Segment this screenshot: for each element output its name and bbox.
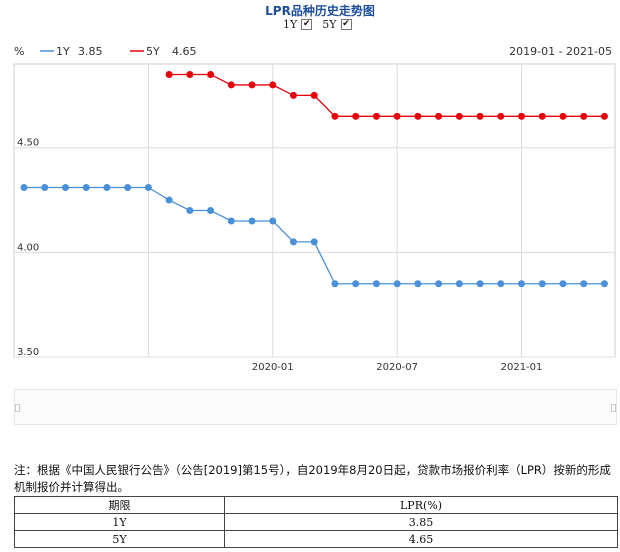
toggle-5y-checkbox[interactable]: ✔: [340, 19, 352, 30]
grid-lines: [14, 64, 615, 358]
table-header-term: 期限: [13, 496, 226, 514]
data-point-1y[interactable]: [269, 217, 277, 225]
data-point-5y[interactable]: [227, 81, 235, 89]
x-tick-label: 2021-01: [501, 362, 543, 373]
data-point-1y[interactable]: [61, 183, 69, 191]
legend-5y-value: 4.65: [172, 45, 197, 58]
data-point-5y[interactable]: [559, 112, 567, 120]
data-point-1y[interactable]: [289, 238, 297, 246]
legend-1y-value: 3.85: [78, 45, 103, 58]
data-point-1y[interactable]: [82, 183, 90, 191]
data-point-5y[interactable]: [248, 81, 256, 89]
data-point-5y[interactable]: [352, 112, 360, 120]
data-point-5y[interactable]: [497, 112, 505, 120]
y-tick-labels: 4.50 4.00 3.50: [17, 138, 39, 358]
chart-title: LPR品种历史走势图: [265, 4, 375, 18]
data-point-5y[interactable]: [289, 91, 297, 99]
data-point-5y[interactable]: [393, 112, 401, 120]
data-point-1y[interactable]: [372, 280, 380, 288]
data-point-5y[interactable]: [518, 112, 526, 120]
series-toggles: 1Y ✔ 5Y ✔: [283, 18, 358, 31]
legend-1y-name: 1Y: [56, 45, 70, 58]
lpr-table: 期限 LPR(%) 1Y 3.85 5Y 4.65: [13, 496, 618, 548]
data-point-5y[interactable]: [414, 112, 422, 120]
plot-area: [13, 63, 616, 358]
data-point-1y[interactable]: [580, 280, 588, 288]
data-point-1y[interactable]: [352, 280, 360, 288]
data-point-1y[interactable]: [476, 280, 484, 288]
footnote: 注：根据《中国人民银行公告》（公告[2019]第15号），自2019年8月20日…: [14, 463, 611, 494]
table-header-lpr: LPR(%): [224, 496, 618, 514]
toggle-5y-label: 5Y: [322, 18, 337, 31]
data-point-5y[interactable]: [580, 112, 588, 120]
data-point-1y[interactable]: [497, 280, 505, 288]
data-point-1y[interactable]: [248, 217, 256, 225]
x-tick-label: 2020-01: [252, 362, 294, 373]
data-point-1y[interactable]: [435, 280, 443, 288]
y-tick-label: 3.50: [17, 347, 39, 358]
series-layer: [20, 70, 608, 288]
range-scrollbar[interactable]: [14, 389, 617, 425]
data-point-1y[interactable]: [41, 183, 49, 191]
data-point-5y[interactable]: [455, 112, 463, 120]
toggle-1y-label: 1Y: [283, 18, 298, 31]
x-tick-labels: 2020-01 2020-07 2021-01: [252, 362, 543, 373]
table-cell-term: 5Y: [13, 530, 226, 548]
data-point-5y[interactable]: [165, 70, 173, 78]
series-line-5y: [169, 73, 605, 117]
y-tick-label: 4.00: [17, 242, 39, 253]
data-point-5y[interactable]: [207, 70, 215, 78]
data-point-5y[interactable]: [310, 91, 318, 99]
data-point-5y[interactable]: [435, 112, 443, 120]
table-cell-rate: 4.65: [224, 530, 618, 548]
scrollbar-left-handle[interactable]: [15, 404, 20, 412]
data-point-5y[interactable]: [331, 112, 339, 120]
data-point-1y[interactable]: [186, 207, 194, 214]
data-point-5y[interactable]: [269, 81, 277, 89]
data-point-5y[interactable]: [600, 112, 608, 120]
legend-5y-name: 5Y: [146, 45, 160, 58]
data-point-1y[interactable]: [310, 238, 318, 246]
data-point-1y[interactable]: [103, 183, 111, 191]
data-point-1y[interactable]: [20, 183, 28, 191]
data-point-1y[interactable]: [165, 196, 173, 204]
table-row: 5Y 4.65: [13, 530, 618, 548]
y-tick-label: 4.50: [17, 138, 39, 149]
data-point-1y[interactable]: [207, 207, 215, 214]
data-point-1y[interactable]: [538, 280, 546, 288]
x-tick-label: 2020-07: [376, 362, 418, 373]
table-cell-rate: 3.85: [224, 513, 618, 531]
scrollbar-right-handle[interactable]: [611, 404, 616, 412]
data-point-1y[interactable]: [600, 280, 608, 288]
data-point-1y[interactable]: [393, 280, 401, 288]
table-row: 1Y 3.85: [13, 513, 618, 531]
data-point-1y[interactable]: [455, 280, 463, 288]
y-unit-label: %: [14, 45, 24, 58]
date-range-label: 2019-01 - 2021-05: [509, 45, 612, 58]
data-point-1y[interactable]: [227, 217, 235, 225]
data-point-5y[interactable]: [476, 112, 484, 120]
data-point-5y[interactable]: [186, 70, 194, 78]
lpr-line-chart: % 1Y 3.85 5Y 4.65 2019-01 - 2021-05 4.50…: [13, 45, 616, 373]
data-point-1y[interactable]: [518, 280, 526, 288]
data-point-5y[interactable]: [538, 112, 546, 120]
toggle-1y-checkbox[interactable]: ✔: [301, 19, 313, 30]
data-point-1y[interactable]: [559, 280, 567, 288]
table-header-row: 期限 LPR(%): [13, 496, 618, 514]
data-point-1y[interactable]: [144, 183, 152, 191]
data-point-5y[interactable]: [372, 112, 380, 120]
table-cell-term: 1Y: [13, 513, 226, 531]
data-point-1y[interactable]: [414, 280, 422, 288]
data-point-1y[interactable]: [331, 280, 339, 288]
data-point-1y[interactable]: [124, 183, 132, 191]
